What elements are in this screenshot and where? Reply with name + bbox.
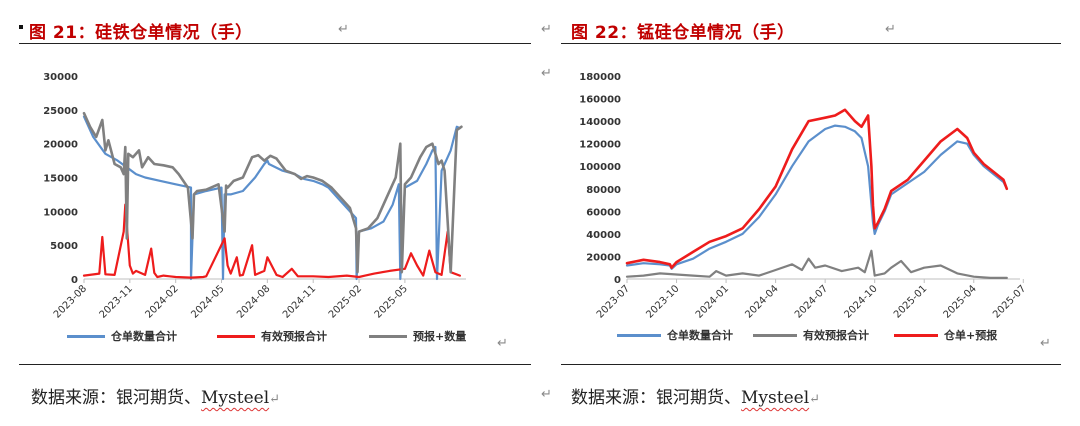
legend-swatch-icon [894, 333, 938, 337]
y-tick-label: 5000 [50, 241, 78, 252]
right-bottom-rule [561, 364, 1061, 365]
y-tick-label: 80000 [586, 185, 621, 196]
y-tick-label: 10000 [43, 207, 78, 218]
paragraph-mark-icon: ↵ [541, 22, 552, 37]
source-prefix: 数据来源：银河期货、 [31, 388, 201, 408]
left-source-note: 数据来源：银河期货、Mysteel↵ [31, 388, 281, 408]
y-tick-label: 0 [71, 275, 78, 286]
source-prefix: 数据来源：银河期货、 [571, 388, 741, 408]
series-line-3 [82, 111, 463, 274]
x-tick-label: 2025-01 [892, 283, 929, 320]
right-title-rule [561, 43, 1061, 44]
legend-item: 有效预报合计 [753, 327, 869, 343]
right-source-note: 数据来源：银河期货、Mysteel↵ [571, 388, 821, 408]
paragraph-mark-icon: ↵ [885, 22, 896, 37]
series-line-1 [625, 124, 1008, 270]
x-tick-label: 2025-02 [327, 283, 364, 320]
y-tick-label: 0 [614, 275, 621, 286]
legend-label: 预报+数量 [413, 330, 467, 343]
series-line-2 [625, 249, 1008, 279]
left-figure-title: 图 21：硅铁仓单情况（手） [29, 23, 253, 43]
legend-item: 仓单数量合计 [67, 328, 177, 344]
series-line-2 [82, 203, 461, 279]
legend-swatch-icon [753, 333, 797, 337]
y-tick-label: 120000 [579, 140, 621, 151]
legend-swatch-icon [617, 333, 661, 337]
x-tick-label: 2024-10 [842, 283, 879, 320]
legend-item: 仓单+预报 [894, 327, 997, 343]
y-tick-label: 20000 [43, 140, 78, 151]
x-tick-label: 2023-07 [595, 283, 632, 320]
legend-item: 预报+数量 [369, 328, 466, 344]
x-tick-label: 2024-02 [143, 283, 180, 320]
legend-item: 仓单数量合计 [617, 327, 733, 343]
right-chart: 0 20000 40000 60000 80000 100000 120000 140000 1… [579, 72, 1028, 321]
y-tick-label: 60000 [586, 207, 621, 218]
y-tick-label: 100000 [579, 162, 621, 173]
left-legend: 仓单数量合计 有效预报合计 预报+数量 [19, 328, 531, 344]
paragraph-mark-icon: ↵ [338, 22, 349, 37]
y-tick-label: 40000 [586, 230, 621, 241]
y-tick-label: 25000 [43, 106, 78, 117]
legend-label: 有效预报合计 [803, 329, 869, 342]
right-figure-title: 图 22：锰硅仓单情况（手） [571, 23, 795, 43]
legend-label: 仓单+预报 [944, 329, 998, 342]
y-tick-label: 15000 [43, 174, 78, 185]
bullet-icon [19, 25, 23, 29]
legend-swatch-icon [217, 334, 255, 338]
right-legend: 仓单数量合计 有效预报合计 仓单+预报 [561, 327, 1061, 343]
source-brand: Mysteel [741, 388, 810, 408]
x-tick-label: 2024-11 [281, 283, 318, 320]
left-bottom-rule [19, 364, 531, 365]
x-tick-label: 2023-08 [52, 283, 89, 320]
paragraph-mark-icon: ↵ [541, 66, 552, 81]
x-tick-label: 2025-07 [991, 283, 1028, 320]
legend-label: 仓单数量合计 [667, 329, 733, 342]
y-tick-label: 30000 [43, 72, 78, 83]
x-tick-label: 2023-11 [98, 283, 135, 320]
x-tick-label: 2024-01 [694, 283, 731, 320]
x-tick-label: 2024-05 [189, 283, 226, 320]
left-title-rule [19, 43, 531, 44]
x-tick-label: 2023-10 [644, 283, 681, 320]
legend-swatch-icon [67, 334, 105, 338]
legend-label: 仓单数量合计 [111, 330, 177, 343]
legend-label: 有效预报合计 [261, 330, 327, 343]
y-tick-label: 20000 [586, 252, 621, 263]
x-tick-label: 2024-07 [793, 283, 830, 320]
paragraph-mark-icon: ↵ [541, 387, 552, 402]
y-tick-label: 180000 [579, 72, 621, 83]
x-tick-label: 2024-04 [743, 283, 780, 320]
x-tick-label: 2024-08 [235, 283, 272, 320]
y-tick-label: 140000 [579, 117, 621, 128]
paragraph-mark-icon: ↵ [497, 336, 508, 351]
legend-swatch-icon [369, 334, 407, 338]
source-brand: Mysteel [201, 388, 270, 408]
legend-item: 有效预报合计 [217, 328, 327, 344]
paragraph-mark-icon: ↵ [1040, 336, 1051, 351]
x-tick-label: 2025-04 [942, 283, 979, 320]
series-line-3 [625, 108, 1009, 269]
y-tick-label: 160000 [579, 95, 621, 106]
x-tick-label: 2025-05 [373, 283, 410, 320]
